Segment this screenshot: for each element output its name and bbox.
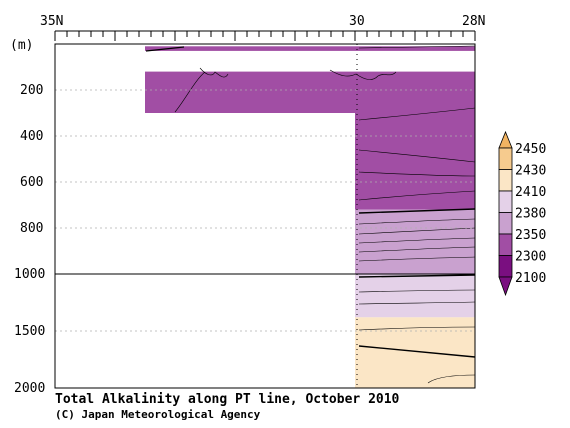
depth-label-1000: 1000 [14, 267, 45, 282]
latitude-ticks [54, 30, 476, 41]
contour-line [358, 237, 476, 244]
contour-fills [145, 46, 475, 388]
contour-line [358, 289, 476, 293]
contour-line [358, 227, 476, 235]
contour-line [329, 69, 397, 80]
depth-label-400: 400 [20, 129, 43, 144]
legend-tip-bottom [498, 276, 513, 297]
contour-line [358, 326, 476, 331]
legend-label-2380: 2380 [515, 207, 546, 222]
contour-line [358, 246, 476, 253]
color-legend: 2450 2430 2410 2380 2350 2300 2100 [498, 130, 546, 297]
legend-label-2410: 2410 [515, 185, 546, 200]
contour-line [358, 149, 476, 163]
depth-label-600: 600 [20, 175, 43, 190]
contour-line [174, 71, 206, 113]
legend-label-2300: 2300 [515, 250, 546, 265]
depth-gridlines [55, 89, 475, 332]
depth-unit-label: (m) [10, 38, 33, 53]
lat-label-30: 30 [349, 14, 365, 29]
contour-line [358, 274, 476, 278]
contour-line [358, 256, 476, 262]
contour-line [358, 208, 476, 214]
region-fill-2300 [145, 71, 475, 113]
legend-label-2350: 2350 [515, 228, 546, 243]
legend-label-2100: 2100 [515, 271, 546, 286]
contour-line [358, 301, 476, 305]
legend-swatch [498, 212, 513, 235]
region-fill-2380 [355, 274, 475, 318]
lat-label-28n: 28N [462, 14, 485, 29]
depth-label-800: 800 [20, 221, 43, 236]
depth-label-1500: 1500 [14, 324, 45, 339]
legend-tip-top [498, 130, 513, 149]
plot-frame [54, 43, 476, 389]
contour-line [358, 107, 476, 121]
contour-line [358, 45, 476, 49]
region-fill-2300 [145, 46, 475, 51]
legend-swatch [498, 169, 513, 192]
contour-line [145, 46, 185, 52]
contour-lines [145, 45, 476, 384]
contour-line [358, 190, 476, 201]
chart-title: Total Alkalinity along PT line, October … [55, 392, 400, 407]
lat-label-35n: 35N [40, 14, 63, 29]
legend-swatch [498, 147, 513, 170]
depth-label-2000: 2000 [14, 381, 45, 396]
legend-label-2450: 2450 [515, 142, 546, 157]
legend-swatch [498, 233, 513, 256]
depth-label-200: 200 [20, 83, 43, 98]
region-fill-2300 [355, 113, 475, 210]
legend-swatch [498, 255, 513, 278]
legend-label-2430: 2430 [515, 164, 546, 179]
contour-line [358, 218, 476, 225]
contour-line [358, 171, 476, 177]
contour-line [358, 345, 476, 358]
legend-swatch [498, 190, 513, 213]
credit-text: (C) Japan Meteorological Agency [55, 408, 261, 421]
contour-line [427, 374, 476, 384]
region-fill-2350 [355, 209, 475, 274]
